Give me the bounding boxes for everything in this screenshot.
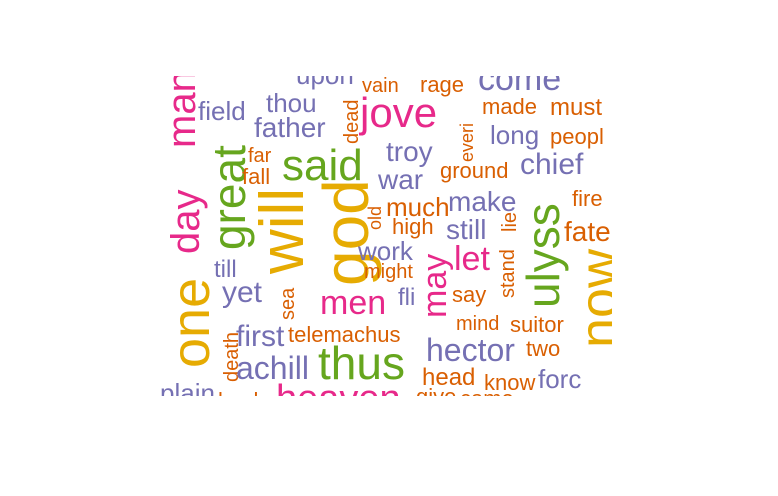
word-cloud-word: great [203,145,255,250]
word-cloud-word: troy [386,136,433,167]
word-cloud-word: give [416,386,456,397]
word-cloud-word: lie [499,211,521,232]
word-cloud-word: know [484,370,536,395]
word-cloud-word: peopl [550,124,604,149]
word-cloud-word: jove [360,89,438,136]
word-cloud-word: dead [341,99,363,145]
word-cloud-word: everi [457,122,477,162]
word-cloud-word: day [164,189,208,255]
word-cloud-word: telemachus [288,322,401,347]
word-cloud-word: one [161,277,221,368]
word-cloud-word: said [282,141,363,190]
word-cloud-word: man [160,76,204,148]
word-cloud-word: let [454,240,490,278]
word-cloud-word: rage [420,76,465,97]
word-cloud-word: make [448,186,517,217]
word-cloud-word: r [580,388,589,396]
word-cloud-word: forc [538,364,582,394]
word-cloud-word: must [550,94,603,121]
word-cloud-word: r [536,394,543,396]
word-cloud-word: stand [497,249,519,298]
word-cloud-word: field [198,96,246,126]
word-cloud-word: made [482,94,538,119]
word-cloud-word: work [358,236,413,266]
word-cloud-word: fate [564,216,611,247]
word-cloud-word: plain [160,378,215,396]
word-cloud-word: back [218,390,264,397]
word-cloud-word: head [422,364,476,391]
word-cloud-word: fire [572,186,603,211]
word-cloud-word: upon [296,76,354,88]
word-cloud-word: high [392,214,434,239]
word-cloud-word: still [446,214,487,245]
word-cloud-word: heaven [276,380,401,396]
word-cloud-word: chief [520,148,584,181]
word-cloud-word: first [236,320,285,353]
word-cloud-word: men [320,284,387,322]
word-cloud-word: long [490,120,540,150]
word-cloud-word: old [365,205,385,230]
word-cloud-word: far [248,145,272,167]
word-cloud-word: ground [440,158,509,183]
word-cloud-word: suitor [510,312,564,337]
word-cloud-word: thou [266,88,317,118]
word-cloud-word: hector [426,332,515,368]
word-cloud-word: thus [318,337,405,389]
word-cloud-word: yet [222,276,263,309]
word-cloud-word: mind [456,313,500,335]
word-cloud-word: much [386,192,450,222]
word-cloud-word: sea [277,287,299,320]
word-cloud-word: till [214,256,237,283]
word-cloud-word: vain [362,76,399,97]
word-cloud-word: will [248,187,317,274]
word-cloud-word: father [254,112,326,143]
word-cloud-word: say [452,282,487,307]
word-cloud-word: achill [236,350,309,386]
word-cloud-word: ulyss [517,203,569,308]
word-cloud-word: two [526,336,561,361]
word-cloud-word: may [416,253,454,318]
word-cloud-word: now [569,248,612,348]
word-cloud-word: war [378,164,424,195]
word-cloud-word: fli [398,284,416,311]
word-cloud-word: come [478,76,562,98]
word-cloud-word: might [364,261,413,283]
word-cloud-word: fall [242,164,271,189]
word-cloud-word: came [460,388,514,397]
